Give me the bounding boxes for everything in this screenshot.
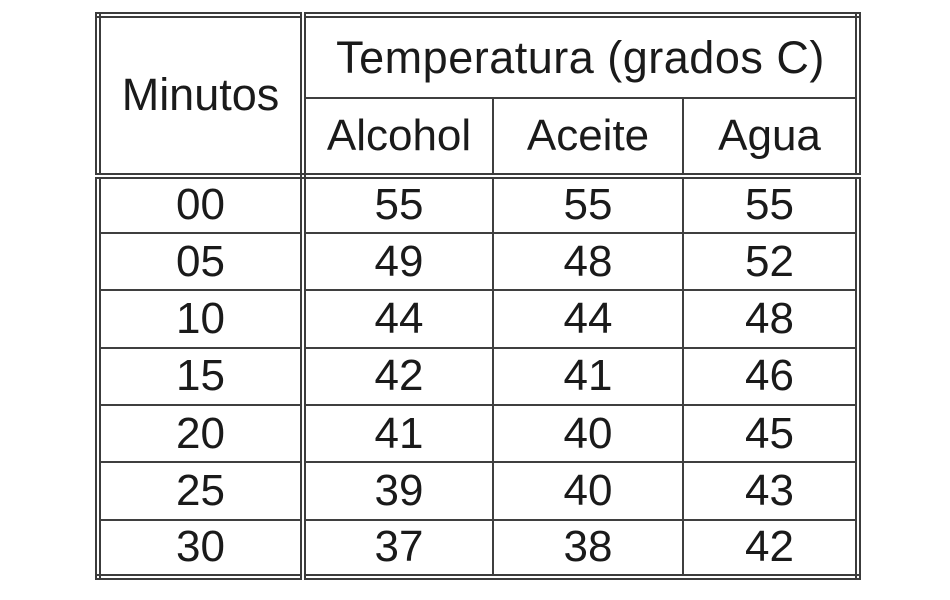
table-row: 15 42 41 46 [97, 346, 860, 407]
agua-cell: 46 [681, 346, 860, 407]
header-row-substances: Alcohol Aceite Agua [98, 97, 860, 179]
minutos-cell: 10 [97, 289, 306, 349]
alcohol-cell: 42 [302, 346, 494, 407]
table-title: Temperatura (grados C) [301, 13, 860, 100]
aceite-cell: 40 [492, 404, 684, 464]
aceite-cell: 38 [492, 518, 684, 579]
table-row: 30 37 38 42 [97, 518, 860, 579]
aceite-cell: 44 [492, 289, 684, 349]
table-row: 00 55 55 55 [97, 174, 860, 235]
table-row: 20 41 40 45 [97, 404, 860, 464]
agua-cell: 55 [681, 174, 860, 235]
alcohol-cell: 55 [302, 174, 494, 235]
alcohol-cell: 49 [302, 232, 494, 292]
agua-cell: 48 [681, 289, 860, 349]
aceite-cell: 48 [492, 232, 684, 292]
minutos-cell: 30 [97, 518, 306, 579]
aceite-cell: 41 [492, 346, 684, 407]
alcohol-cell: 41 [302, 404, 494, 464]
minutos-cell: 15 [97, 346, 306, 407]
column-header-alcohol: Alcohol [302, 97, 494, 179]
aceite-cell: 40 [492, 461, 684, 521]
table-row: 05 49 48 52 [97, 232, 860, 292]
minutos-cell: 00 [97, 174, 306, 235]
alcohol-cell: 44 [302, 289, 494, 349]
agua-cell: 43 [681, 461, 860, 521]
alcohol-cell: 39 [302, 461, 494, 521]
temperature-table: Minutos Temperatura (grados C) Alcohol A… [95, 12, 862, 580]
column-header-minutos: Minutos [97, 14, 306, 179]
header-row-title: Minutos Temperatura (grados C) [97, 13, 860, 179]
agua-cell: 42 [681, 518, 860, 579]
agua-cell: 45 [681, 404, 860, 464]
table-row: 25 39 40 43 [97, 461, 860, 521]
column-header-agua: Agua [681, 97, 860, 179]
column-header-aceite: Aceite [492, 97, 684, 179]
minutos-cell: 05 [97, 232, 306, 292]
agua-cell: 52 [681, 232, 860, 292]
alcohol-cell: 37 [302, 518, 494, 579]
table-row: 10 44 44 48 [97, 289, 860, 349]
aceite-cell: 55 [492, 174, 684, 235]
minutos-cell: 20 [97, 404, 306, 464]
minutos-cell: 25 [97, 461, 306, 521]
